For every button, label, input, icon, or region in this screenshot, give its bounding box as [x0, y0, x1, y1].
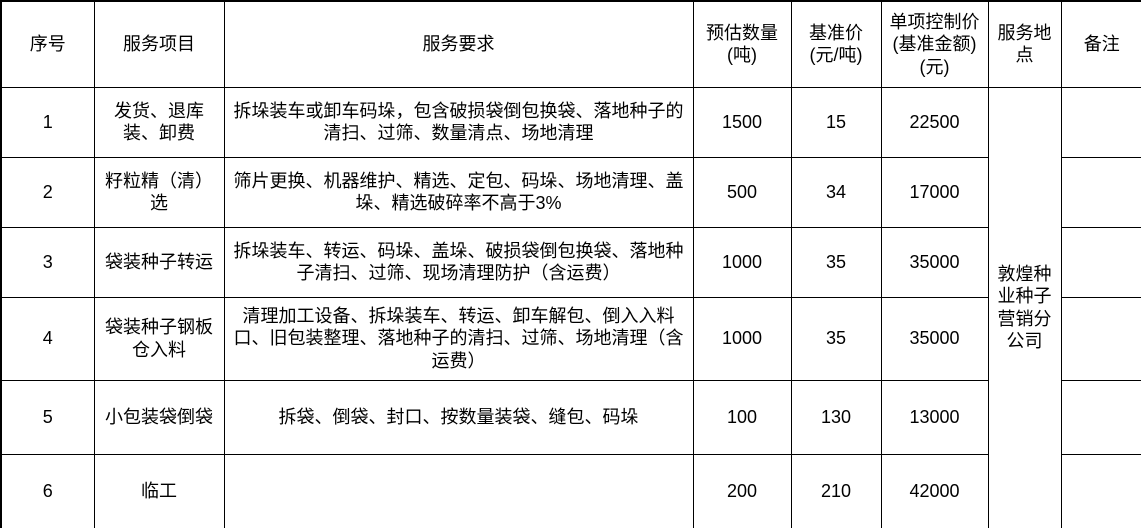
cell-remark: [1060, 453, 1141, 528]
table-row-6: 6 临工 200 210 42000: [0, 453, 1141, 528]
col-header-base-price: 基准价 (元/吨): [790, 0, 882, 88]
col-header-control-price: 单项控制价 (基准金额) (元): [880, 0, 989, 88]
col-header-service-item: 服务项目: [93, 0, 225, 88]
table-row-2: 2 籽粒精（清）选 筛片更换、机器维护、精选、定包、码垛、场地清理、盖垛、精选破…: [0, 156, 1141, 228]
col-header-estimated-quantity: 预估数量 (吨): [692, 0, 792, 88]
cell-seq: 6: [0, 453, 95, 528]
cell-seq: 3: [0, 226, 95, 298]
cell-service-requirements: 拆袋、倒袋、封口、按数量装袋、缝包、码垛: [223, 379, 694, 455]
cell-quantity: 500: [692, 156, 792, 228]
cell-service-item: 袋装种子钢板仓入料: [93, 296, 225, 381]
cell-control-price: 42000: [880, 453, 989, 528]
cell-control-price: 35000: [880, 296, 989, 381]
cell-control-price: 35000: [880, 226, 989, 298]
cell-service-item: 籽粒精（清）选: [93, 156, 225, 228]
cell-remark: [1060, 379, 1141, 455]
cell-service-requirements: 筛片更换、机器维护、精选、定包、码垛、场地清理、盖垛、精选破碎率不高于3%: [223, 156, 694, 228]
cell-seq: 5: [0, 379, 95, 455]
cell-remark: [1060, 156, 1141, 228]
cell-quantity: 1000: [692, 296, 792, 381]
cell-seq: 4: [0, 296, 95, 381]
cell-service-item: 袋装种子转运: [93, 226, 225, 298]
cell-service-location: 敦煌种业种子营销分公司: [987, 86, 1062, 528]
cell-control-price: 13000: [880, 379, 989, 455]
cell-quantity: 100: [692, 379, 792, 455]
cell-seq: 1: [0, 86, 95, 158]
cell-quantity: 1500: [692, 86, 792, 158]
header-row: 序号 服务项目 服务要求 预估数量 (吨) 基准价 (元/吨) 单项控制价 (基…: [0, 0, 1141, 88]
table-row-1: 1 发货、退库装、卸费 拆垛装车或卸车码垛，包含破损袋倒包换袋、落地种子的清扫、…: [0, 86, 1141, 528]
cell-service-requirements: 拆垛装车、转运、码垛、盖垛、破损袋倒包换袋、落地种子清扫、过筛、现场清理防护（含…: [223, 226, 694, 298]
cell-control-price: 22500: [880, 86, 989, 158]
cell-quantity: 1000: [692, 226, 792, 298]
table-row-5: 5 小包装袋倒袋 拆袋、倒袋、封口、按数量装袋、缝包、码垛 100 130 13…: [0, 379, 1141, 455]
cell-service-requirements: 拆垛装车或卸车码垛，包含破损袋倒包换袋、落地种子的清扫、过筛、数量清点、场地清理: [223, 86, 694, 158]
cell-control-price: 17000: [880, 156, 989, 228]
cell-remark: [1060, 86, 1141, 158]
cell-seq: 2: [0, 156, 95, 228]
cell-remark: [1060, 296, 1141, 381]
table-row-4: 4 袋装种子钢板仓入料 清理加工设备、拆垛装车、转运、卸车解包、倒入入料口、旧包…: [0, 296, 1141, 381]
cell-base-price: 130: [790, 379, 882, 455]
col-header-service-requirements: 服务要求: [223, 0, 694, 88]
cell-base-price: 210: [790, 453, 882, 528]
table-row-3: 3 袋装种子转运 拆垛装车、转运、码垛、盖垛、破损袋倒包换袋、落地种子清扫、过筛…: [0, 226, 1141, 298]
col-header-remark: 备注: [1060, 0, 1141, 88]
cell-base-price: 35: [790, 226, 882, 298]
cell-remark: [1060, 226, 1141, 298]
cell-service-requirements: 清理加工设备、拆垛装车、转运、卸车解包、倒入入料口、旧包装整理、落地种子的清扫、…: [223, 296, 694, 381]
cell-service-item: 小包装袋倒袋: [93, 379, 225, 455]
col-header-seq: 序号: [0, 0, 95, 88]
cell-service-requirements: [223, 453, 694, 528]
col-header-service-location: 服务地点: [987, 0, 1062, 88]
cell-base-price: 35: [790, 296, 882, 381]
cell-service-item: 临工: [93, 453, 225, 528]
cell-quantity: 200: [692, 453, 792, 528]
cell-base-price: 15: [790, 86, 882, 158]
cell-base-price: 34: [790, 156, 882, 228]
cell-service-item: 发货、退库装、卸费: [93, 86, 225, 158]
